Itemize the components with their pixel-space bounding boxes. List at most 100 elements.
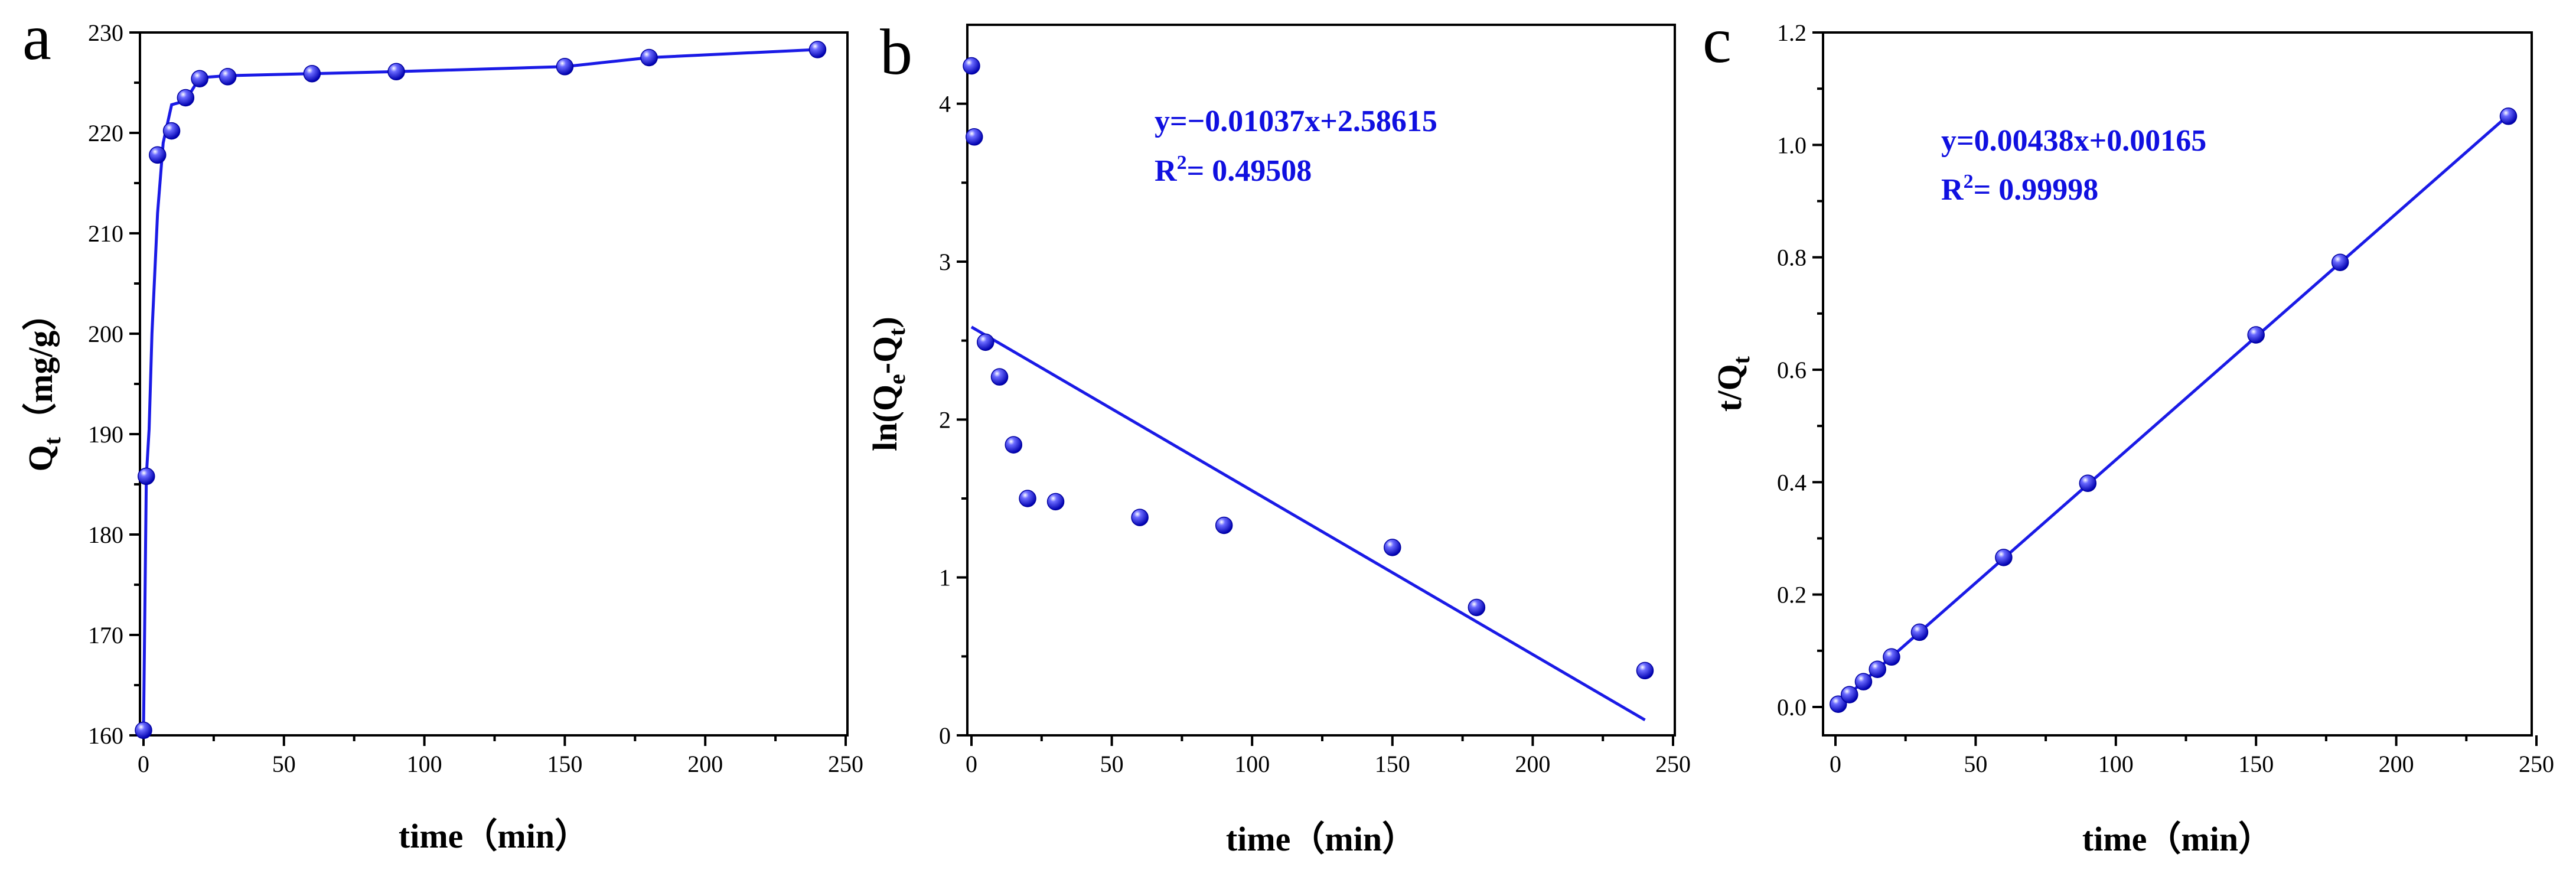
panel-b-data-point [966, 128, 983, 146]
panel-a-data-point [135, 721, 152, 739]
panel-b-equation: y=−0.01037x+2.58615 [1155, 105, 1437, 138]
panel-c-y-tick-label: 1.2 [1777, 19, 1807, 46]
panel-c-axes: 0 50 100 150 200 250 0.0 0.2 0.4 0.6 0.8 1.0 1.2 [1777, 19, 2554, 777]
panel-b-data-point [1215, 516, 1233, 535]
panel-a-y-tick-label: 180 [88, 522, 123, 548]
panel-a-x-tick-label: 0 [138, 751, 149, 777]
panel-c-equation: y=0.00438x+0.00165 [1941, 124, 2206, 158]
panel-c-data-point [1883, 648, 1900, 666]
panel-b-axes: 0 50 100 150 200 250 0 1 2 3 4 [939, 91, 1691, 777]
panel-b-data-point [963, 57, 980, 75]
panel-b-x-tick-label: 200 [1515, 751, 1550, 777]
panel-c-x-tick-label: 200 [2379, 751, 2414, 777]
panel-b-r-squared: R2= 0.49508 [1155, 152, 1312, 188]
panel-a-x-axis-title: time（min） [399, 817, 589, 855]
panel-c-letter: c [1703, 4, 1732, 76]
panel-a-y-tick-label: 170 [88, 622, 123, 649]
panel-c: c 0 50 100 150 200 250 0.0 0.2 0.4 0.6 0.8 1.0 1.2 y… [1703, 4, 2554, 858]
panel-a-data-point [138, 467, 155, 485]
panel-b-fit-line [970, 325, 1646, 722]
panel-a-x-tick-label: 100 [407, 751, 442, 777]
panel-a-data-point [303, 64, 321, 83]
panel-c-y-tick-label: 0.0 [1777, 694, 1807, 721]
panel-c-x-tick-label: 0 [1830, 751, 1841, 777]
panel-a-y-tick-label: 200 [88, 321, 123, 347]
panel-c-r-squared: R2= 0.99998 [1941, 171, 2098, 207]
panel-c-data-point [2331, 253, 2349, 271]
panel-b-data-point [1468, 598, 1486, 617]
panel-c-data-point [1854, 673, 1873, 690]
panel-b-data-point [977, 333, 994, 351]
panel-b-x-axis-title: time（min） [1226, 820, 1416, 858]
panel-c-data-point [1910, 623, 1929, 641]
panel-b-y-tick-label: 3 [939, 249, 951, 275]
panel-b-data-point [1019, 490, 1036, 507]
panel-a-y-tick-label: 190 [88, 421, 123, 448]
panel-a-x-tick-label: 150 [547, 751, 582, 777]
panel-a-y-tick-label: 220 [88, 120, 123, 146]
panel-b-y-tick-label: 4 [939, 91, 951, 118]
panel-b-data-point [990, 368, 1009, 386]
panel-c-x-tick-label: 50 [1964, 751, 1987, 777]
panel-a-x-tick-label: 50 [272, 751, 296, 777]
panel-c-y-tick-label: 0.4 [1777, 469, 1807, 496]
panel-a-frame [139, 31, 849, 737]
panel-a-axes: 0 50 100 150 200 250 160 170 180 190 200 210 220 230 [88, 19, 863, 777]
panel-b: b 0 50 100 150 200 250 0 1 2 3 4 y=−0.01037x+2.586… [866, 16, 1691, 858]
panel-b-x-tick-label: 100 [1234, 751, 1270, 777]
panel-c-y-axis-title: t/Qt [1710, 356, 1755, 412]
panel-a-y-axis-title: Qt（mg/g） [21, 296, 66, 472]
panel-c-data-point [2247, 326, 2265, 344]
panel-b-data-point [1005, 436, 1023, 454]
panel-c-y-tick-label: 1.0 [1777, 132, 1807, 158]
panel-a-x-tick-label: 250 [828, 751, 863, 777]
panel-c-data-point [1869, 660, 1886, 678]
panel-c-data-point [1995, 549, 2013, 566]
panel-c-x-tick-label: 100 [2098, 751, 2134, 777]
panel-b-data-point [1131, 509, 1149, 526]
panel-a-y-tick-label: 230 [88, 19, 123, 46]
panel-a-y-tick-label: 160 [88, 722, 123, 749]
panel-b-data-point [1636, 662, 1654, 680]
panel-a-letter: a [22, 1, 51, 73]
panel-b-y-axis-title: ln(Qe-Qt) [866, 317, 910, 451]
panel-b-data-point [1384, 539, 1401, 556]
panel-b-x-tick-label: 0 [966, 751, 977, 777]
panel-a-data-point [556, 58, 574, 76]
panel-c-data-point [2499, 107, 2518, 125]
panel-a-x-tick-label: 200 [687, 751, 723, 777]
panel-c-y-tick-label: 0.6 [1777, 357, 1807, 383]
panel-a-data-point [219, 68, 237, 86]
panel-a-data-point [387, 63, 405, 81]
panel-a-data-point [149, 146, 167, 164]
panel-c-x-tick-label: 150 [2238, 751, 2274, 777]
panel-b-y-tick-label: 0 [939, 722, 951, 749]
panel-b-x-tick-label: 150 [1375, 751, 1410, 777]
panel-a-data-point [640, 48, 658, 67]
panel-b-y-tick-label: 1 [939, 565, 951, 591]
panel-b-letter: b [880, 16, 912, 88]
panel-a-plot [135, 41, 827, 739]
panel-a-data-point [191, 70, 208, 87]
panel-c-data-point [2079, 474, 2097, 492]
panel-b-x-tick-label: 50 [1100, 751, 1124, 777]
panel-c-x-tick-label: 250 [2519, 751, 2554, 777]
panel-b-x-tick-label: 250 [1655, 751, 1691, 777]
panel-c-data-point [1829, 695, 1847, 713]
panel-a: a 0 50 100 150 200 250 160 170 180 190 200 210 220 23… [21, 1, 863, 855]
panel-b-data-point [1046, 493, 1065, 511]
panel-b-y-tick-label: 2 [939, 406, 951, 433]
panel-a-data-point [162, 122, 181, 140]
panel-a-data-point [177, 89, 195, 107]
panel-c-frame [1822, 31, 2533, 737]
panel-c-plot [1829, 107, 2518, 713]
panel-c-x-axis-title: time（min） [2082, 820, 2272, 858]
panel-c-y-tick-label: 0.2 [1777, 582, 1807, 608]
panel-a-data-point [808, 41, 827, 58]
panel-a-fit-line [142, 48, 818, 731]
panel-a-y-tick-label: 210 [88, 220, 123, 247]
panel-c-fit-line [1834, 114, 2510, 708]
panel-b-plot [963, 57, 1654, 722]
panel-c-y-tick-label: 0.8 [1777, 245, 1807, 271]
